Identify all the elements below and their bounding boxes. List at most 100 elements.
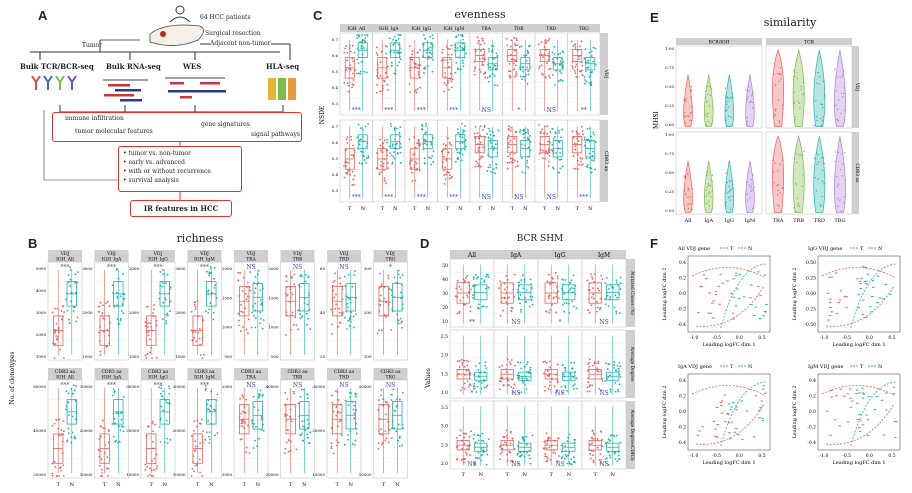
data-point [207,399,210,402]
data-point [689,112,692,115]
data-point [285,441,288,444]
data-point [456,458,458,461]
data-point [567,289,570,292]
data-point [548,154,551,157]
data-point [98,331,101,334]
y-tick: 20000 [126,428,139,433]
data-point [708,105,710,107]
data-point [590,167,593,170]
y-tick: 3000 [82,266,93,271]
data-point [119,429,122,431]
data-point [524,79,527,81]
data-point [588,361,591,364]
data-point [414,179,417,182]
data-point [588,311,591,314]
data-point [361,34,363,36]
data-point [525,74,527,76]
data-point [683,116,686,118]
y-tick: 0.4 [679,378,686,384]
data-point [458,285,461,288]
data-point [62,464,65,467]
data-point [481,56,484,59]
data-point [262,287,264,289]
data-point [461,362,464,364]
data-point [379,272,382,275]
y-tick: 5000 [36,266,47,271]
data-point [288,439,290,442]
data-point [443,59,446,61]
data-point [331,394,333,397]
data-point [802,173,804,176]
data-point [508,161,511,164]
data-point [248,452,251,454]
data-point [520,310,522,313]
significance-label: * [517,107,520,114]
data-point [383,313,386,316]
data-point [560,57,563,60]
data-point [506,278,509,281]
data-point [411,58,414,61]
data-point [346,171,349,173]
data-point [553,45,556,48]
data-point [835,104,837,106]
data-point [123,298,126,300]
data-point [51,462,54,465]
data-point [357,123,360,126]
data-point [413,153,416,155]
data-point [745,193,748,196]
data-point [557,172,559,174]
data-point [165,419,168,422]
data-point [448,174,451,177]
data-point [62,475,65,477]
data-point [356,58,359,61]
significance-label: *** [417,194,426,201]
x-tick: -0.5 [842,335,851,341]
data-point [193,301,196,303]
data-point [507,134,510,137]
data-point [150,469,153,472]
data-point [353,270,356,272]
violin [834,136,846,213]
data-point [473,433,476,436]
data-point [385,57,388,59]
data-point [394,147,397,150]
data-point [204,389,207,392]
data-point [605,457,608,459]
data-point [501,447,504,450]
data-point [608,287,610,290]
data-point [113,417,116,420]
data-point [779,192,781,194]
data-point [546,374,549,377]
data-point [57,327,60,329]
x-tick: TRA [773,218,784,224]
data-point [197,331,199,334]
x-tick: 0.0 [736,453,743,459]
facet-strip [280,250,315,262]
y-tick: 0.50 [665,170,674,175]
data-point [773,171,775,173]
data-point [399,317,402,320]
legend-n: N [878,246,883,252]
data-point [58,418,61,421]
data-point [292,390,295,393]
data-point [588,51,591,54]
data-point [558,132,561,134]
x-tick: T [550,472,554,478]
data-point [252,395,255,398]
data-point [144,468,147,471]
data-point [492,171,494,174]
data-point [598,458,601,461]
data-point [478,457,481,460]
data-point [308,308,311,311]
data-point [289,300,291,303]
panel-e: E similarity MHSI BCR/IGH TCR VDJ 1.00 0.75 0.… [640,0,912,228]
data-point [194,308,197,310]
data-point [359,72,362,75]
plot-area [687,255,771,333]
row-strip-label: VDJ [854,82,859,92]
data-point [73,435,76,438]
data-point [776,184,778,187]
data-point [484,136,487,138]
data-point [498,380,501,383]
